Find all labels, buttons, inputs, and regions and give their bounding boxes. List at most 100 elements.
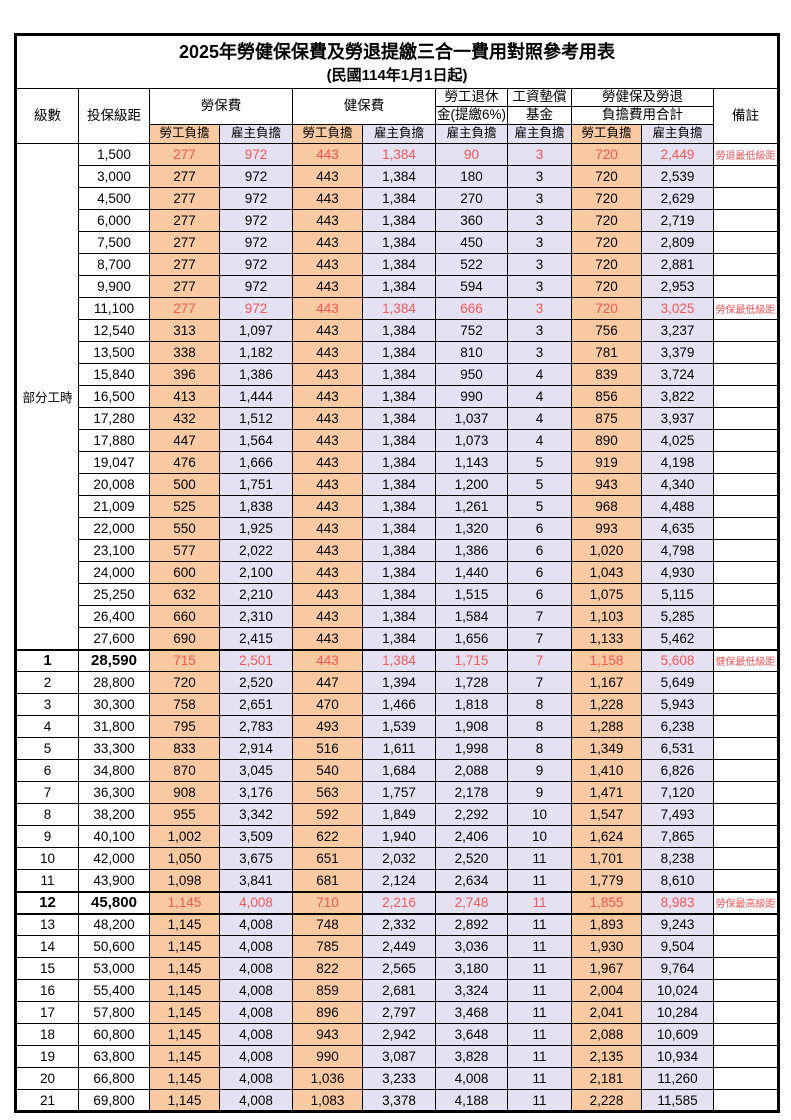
- labor-employee-cell: 577: [149, 539, 220, 562]
- remark-cell: [712, 627, 780, 650]
- health-employee-cell: 443: [292, 517, 363, 540]
- labor-employee-cell: 1,145: [149, 1001, 220, 1024]
- table-row: 3,000 277 972 443 1,384 180 3 720 2,539: [16, 165, 780, 188]
- health-employer-cell: 1,384: [362, 429, 436, 452]
- labor-employee-cell: 277: [149, 297, 220, 320]
- total-employer-cell: 5,462: [641, 627, 714, 650]
- total-employer-cell: 10,284: [641, 1001, 714, 1024]
- health-employee-cell: 622: [292, 825, 363, 848]
- health-employee-cell: 443: [292, 341, 363, 364]
- bracket-cell: 48,200: [78, 912, 150, 936]
- labor-employer-cell: 4,008: [219, 1089, 293, 1112]
- total-employee-cell: 1,103: [571, 605, 642, 628]
- pension-cell: 522: [435, 253, 508, 276]
- wage-fund-cell: 11: [507, 935, 572, 958]
- level-cell: 7: [15, 781, 79, 804]
- health-employee-cell: 493: [292, 715, 363, 738]
- col-header-level: 級數: [15, 88, 79, 144]
- health-employee-cell: 1,083: [292, 1089, 363, 1112]
- remark-cell: [712, 1001, 780, 1024]
- total-employee-cell: 875: [571, 407, 642, 430]
- remark-cell: [712, 495, 780, 518]
- subheader-health-employer: 雇主負擔: [362, 124, 436, 144]
- pension-cell: 990: [435, 385, 508, 408]
- bracket-cell: 22,000: [78, 517, 150, 540]
- pension-cell: 3,180: [435, 957, 508, 980]
- remark-cell: [712, 363, 780, 386]
- total-employee-cell: 968: [571, 495, 642, 518]
- labor-employer-cell: 972: [219, 231, 293, 254]
- total-employee-cell: 1,043: [571, 561, 642, 584]
- table-row: 21,009 525 1,838 443 1,384 1,261 5 968 4,488: [16, 495, 780, 518]
- pension-cell: 1,728: [435, 671, 508, 694]
- col-header-health-insurance: 健保費: [292, 88, 436, 125]
- col-header-wage-fund-line2: 基金: [507, 106, 572, 125]
- remark-cell: [712, 275, 780, 298]
- health-employee-cell: 443: [292, 539, 363, 562]
- labor-employee-cell: 313: [149, 319, 220, 342]
- remark-cell: [712, 737, 780, 760]
- pension-cell: 1,998: [435, 737, 508, 760]
- total-employer-cell: 10,934: [641, 1045, 714, 1068]
- health-employer-cell: 2,124: [362, 869, 436, 892]
- level-cell: 18: [15, 1023, 79, 1046]
- health-employer-cell: 1,384: [362, 231, 436, 254]
- total-employee-cell: 1,779: [571, 869, 642, 892]
- table-row: 26,400 660 2,310 443 1,384 1,584 7 1,103 5,285: [16, 605, 780, 628]
- health-employer-cell: 1,384: [362, 297, 436, 320]
- pension-cell: 2,748: [435, 890, 508, 914]
- total-employee-cell: 781: [571, 341, 642, 364]
- total-employer-cell: 11,585: [641, 1089, 714, 1112]
- pension-cell: 1,320: [435, 517, 508, 540]
- labor-employee-cell: 277: [149, 143, 220, 166]
- total-employee-cell: 720: [571, 297, 642, 320]
- bracket-cell: 55,400: [78, 979, 150, 1002]
- labor-employer-cell: 4,008: [219, 957, 293, 980]
- bracket-cell: 25,250: [78, 583, 150, 606]
- labor-employer-cell: 2,783: [219, 715, 293, 738]
- table-row: 9 40,100 1,002 3,509 622 1,940 2,406 10 1,624 7,8…: [15, 825, 780, 848]
- health-employee-cell: 785: [292, 935, 363, 958]
- labor-employee-cell: 1,098: [149, 869, 220, 892]
- remark-cell: [712, 1089, 780, 1112]
- table-row: 27,600 690 2,415 443 1,384 1,656 7 1,133 5,462: [16, 627, 780, 650]
- col-header-pension-line1: 勞工退休: [435, 88, 508, 107]
- total-employee-cell: 919: [571, 451, 642, 474]
- pension-cell: 3,468: [435, 1001, 508, 1024]
- remark-cell: [712, 385, 780, 408]
- labor-employee-cell: 600: [149, 561, 220, 584]
- total-employer-cell: 10,609: [641, 1023, 714, 1046]
- health-employer-cell: 1,684: [362, 759, 436, 782]
- total-employee-cell: 1,349: [571, 737, 642, 760]
- labor-employee-cell: 1,145: [149, 979, 220, 1002]
- pension-cell: 950: [435, 363, 508, 386]
- labor-employee-cell: 758: [149, 693, 220, 716]
- health-employer-cell: 2,032: [362, 847, 436, 870]
- health-employer-cell: 1,757: [362, 781, 436, 804]
- table-row: 4,500 277 972 443 1,384 270 3 720 2,629: [16, 187, 780, 210]
- page-title: 2025年勞健保保費及勞退提繳三合一費用對照參考用表: [179, 42, 616, 63]
- wage-fund-cell: 7: [507, 605, 572, 628]
- total-employer-cell: 4,798: [641, 539, 714, 562]
- health-employer-cell: 1,384: [362, 209, 436, 232]
- subheader-labor-employee: 勞工負擔: [149, 124, 220, 144]
- pension-cell: 810: [435, 341, 508, 364]
- level-cell: 2: [15, 671, 79, 694]
- labor-employer-cell: 1,097: [219, 319, 293, 342]
- labor-employee-cell: 833: [149, 737, 220, 760]
- remark-cell: [712, 407, 780, 430]
- labor-employee-cell: 715: [149, 648, 220, 672]
- total-employee-cell: 1,547: [571, 803, 642, 826]
- table-body: 部分工時 1,500 277 972 443 1,384 90 3 720 2,449 勞退最低級距…: [15, 143, 780, 1112]
- table-row: 部分工時 1,500 277 972 443 1,384 90 3 720 2,449 勞退最低級距: [15, 143, 780, 650]
- health-employer-cell: 3,087: [362, 1045, 436, 1068]
- labor-employee-cell: 1,145: [149, 935, 220, 958]
- bracket-cell: 27,600: [78, 627, 150, 650]
- wage-fund-cell: 4: [507, 385, 572, 408]
- wage-fund-cell: 4: [507, 407, 572, 430]
- col-header-bracket: 投保級距: [78, 88, 150, 144]
- subheader-labor-employer: 雇主負擔: [219, 124, 293, 144]
- wage-fund-cell: 10: [507, 803, 572, 826]
- labor-employer-cell: 1,666: [219, 451, 293, 474]
- labor-employer-cell: 2,501: [219, 648, 293, 672]
